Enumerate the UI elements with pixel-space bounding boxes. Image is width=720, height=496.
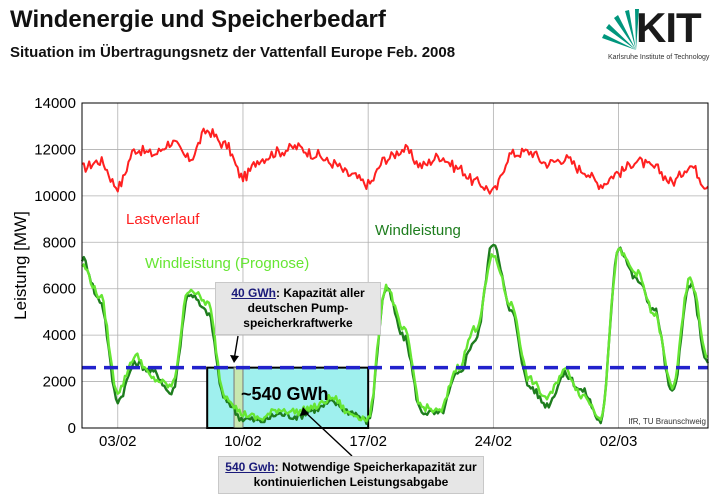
pump-callout-text: : Kapazität aller deutschen Pump-speiche… [243, 286, 365, 330]
kit-logo-word: KIT [636, 4, 702, 51]
y-tick-label: 8000 [43, 234, 76, 251]
x-tick-label: 02/03 [600, 433, 638, 450]
pump-callout: 40 GWh: Kapazität aller deutschen Pump-s… [215, 282, 381, 335]
pump-callout-key: 40 GWh [231, 286, 276, 300]
kit-logo-fan-icon [602, 9, 639, 50]
page-title: Windenergie und Speicherbedarf [10, 6, 386, 33]
x-tick-label: 24/02 [475, 433, 513, 450]
storage-callout: 540 Gwh: Notwendige Speicherkapazität zu… [218, 456, 484, 494]
axes: 0 2000 4000 6000 8000 10000 12000 14000 03/02 10/… [11, 95, 709, 450]
y-tick-label: 6000 [43, 281, 76, 298]
series-line-prognose [81, 247, 709, 423]
plot-frame [81, 102, 709, 429]
kit-logo: KIT Karlsruhe Institute of Technology [600, 4, 712, 66]
y-tick-label: 0 [68, 420, 76, 437]
x-tick-label: 17/02 [349, 433, 387, 450]
series-line-last [81, 127, 709, 195]
source-credit: IfR, TU Braunschweig [628, 417, 706, 426]
storage-callout-arrowhead [300, 407, 309, 416]
x-tick-label: 10/02 [224, 433, 262, 450]
y-tick-label: 12000 [34, 141, 76, 158]
page-subtitle: Situation im Übertragungsnetz der Vatten… [10, 44, 456, 61]
storage-callout-key: 540 Gwh [225, 460, 275, 474]
y-tick-label: 10000 [34, 188, 76, 205]
y-tick-label: 2000 [43, 374, 76, 391]
kit-logo-tagline: Karlsruhe Institute of Technology [608, 54, 710, 61]
series-label-prognose: Windleistung (Prognose) [145, 255, 309, 272]
storage-amount-label: ~540 GWh [241, 384, 329, 404]
y-axis-label: Leistung [MW] [11, 211, 30, 320]
x-tick-label: 03/02 [99, 433, 137, 450]
y-tick-label: 4000 [43, 327, 76, 344]
series-label-wind: Windleistung [375, 222, 461, 239]
storage-callout-arrow [304, 411, 353, 457]
series-label-last: Lastverlauf [126, 211, 200, 228]
series-layer [80, 127, 710, 425]
y-tick-label: 14000 [34, 95, 76, 112]
pump-callout-arrowhead [230, 355, 239, 363]
chart-labels: Lastverlauf Windleistung Windleistung (Pro… [126, 211, 706, 457]
storage-callout-text: : Notwendige Speicherkapazität zur konti… [253, 460, 477, 489]
